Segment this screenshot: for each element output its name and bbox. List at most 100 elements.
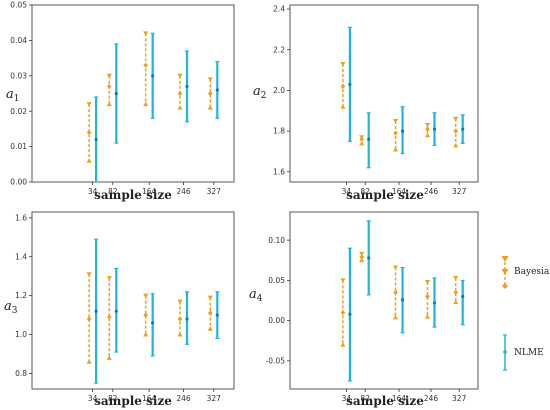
- x-tick-label: 82: [108, 394, 118, 403]
- bayesian-upper-marker: [340, 62, 346, 67]
- x-tick-label: 82: [360, 394, 370, 403]
- bayesian-mean-marker: [106, 83, 112, 90]
- y-tick-label: 1.2: [15, 291, 27, 300]
- bayesian-mean-marker: [340, 83, 346, 89]
- legend-bayesian-label: Bayesian: [514, 267, 550, 277]
- y-tick-label: 1.8: [273, 127, 285, 136]
- y-axis-label: a4: [249, 287, 263, 304]
- x-tick-label: 327: [452, 187, 467, 196]
- nlme-mean-marker: [215, 313, 219, 317]
- y-tick-label: 1.6: [273, 167, 285, 176]
- panel-4: -0.05 0.00 0.05 0.10 34 82 164 246 327 sample siz…: [249, 211, 479, 408]
- y-tick-label: -0.05: [266, 356, 286, 365]
- bayesian-upper-marker: [207, 77, 213, 82]
- y-axis-label: a1: [6, 87, 20, 104]
- legend: Bayesian NLME: [501, 256, 550, 371]
- y-tick-label: 0.05: [268, 276, 285, 285]
- bayesian-lower-marker: [340, 104, 346, 109]
- nlme-mean-marker: [461, 294, 465, 299]
- bayesian-lower-marker: [424, 314, 431, 319]
- panel-1: 0.00 0.01 0.02 0.03 0.04 0.05 34 82 164 246 327 sam…: [6, 1, 235, 202]
- bayesian-upper-marker: [359, 251, 365, 257]
- nlme-mean-marker: [367, 256, 371, 260]
- bayesian-upper-marker: [392, 118, 399, 124]
- nlme-mean-marker: [367, 137, 371, 141]
- bayesian-upper-marker: [207, 295, 213, 300]
- bayesian-lower-marker: [359, 257, 365, 263]
- bayesian-lower-marker: [424, 132, 431, 138]
- bayesian-mean-marker: [207, 90, 213, 97]
- y-tick-label: 1.6: [15, 213, 27, 222]
- x-tick-label: 246: [176, 187, 191, 196]
- bayesian-lower-marker: [392, 314, 399, 320]
- bayesian-lower-marker: [340, 342, 346, 347]
- y-axis-label: a2: [253, 84, 267, 101]
- panel-2: 1.6 1.8 2.0 2.2 2.4 34 82 164 246 327 sample size a…: [253, 4, 479, 202]
- nlme-mean-marker: [151, 321, 155, 325]
- bayesian-mean-marker: [425, 293, 430, 300]
- bayesian-lower-marker: [359, 140, 365, 146]
- bayesian-lower-marker: [207, 326, 213, 331]
- bayesian-mean-marker: [453, 289, 459, 296]
- nlme-mean-marker: [185, 317, 189, 321]
- panel-frame: [289, 4, 479, 183]
- y-tick-label: 0.04: [10, 36, 27, 45]
- panel-frame: [31, 211, 235, 390]
- bayesian-mean-marker: [86, 316, 92, 322]
- bayesian-upper-marker: [106, 73, 112, 79]
- x-tick-label: 34: [342, 394, 352, 403]
- bayesian-mean-marker: [106, 314, 112, 320]
- bayesian-lower-marker: [453, 299, 459, 305]
- bayesian-mean-marker: [359, 136, 365, 142]
- bayesian-upper-marker: [106, 276, 112, 281]
- legend-nlme-label: NLME: [514, 348, 544, 358]
- nlme-mean-marker: [185, 84, 189, 89]
- y-tick-label: 0.02: [10, 107, 27, 116]
- x-tick-label: 34: [342, 187, 352, 196]
- bayesian-mean-marker: [143, 62, 149, 68]
- y-tick-label: 0.00: [268, 316, 285, 325]
- x-tick-label: 327: [452, 394, 467, 403]
- panel-frame: [31, 4, 235, 183]
- bayesian-mean-marker: [177, 90, 183, 97]
- nlme-mean-marker: [432, 127, 437, 131]
- nlme-mean-marker: [400, 129, 405, 133]
- nlme-mean-marker: [348, 82, 352, 86]
- nlme-mean-marker: [94, 309, 98, 313]
- bayesian-upper-marker: [453, 275, 459, 281]
- y-axis-label: a3: [4, 299, 18, 316]
- bayesian-lower-marker: [453, 142, 459, 148]
- y-tick-label: 0.00: [10, 178, 27, 187]
- bayesian-upper-marker: [453, 116, 459, 122]
- y-axis-label-base: a: [253, 84, 261, 99]
- y-tick-label: 1.4: [15, 252, 27, 261]
- x-tick-label: 34: [88, 394, 98, 403]
- y-tick-label: 0.05: [10, 1, 27, 10]
- x-tick-label: 164: [142, 187, 157, 196]
- x-tick-label: 82: [360, 187, 370, 196]
- bayesian-upper-marker: [177, 299, 183, 304]
- y-axis-label-sub: 3: [12, 306, 18, 316]
- bayesian-upper-marker: [392, 265, 399, 270]
- nlme-mean-marker: [348, 312, 352, 316]
- y-tick-label: 1.0: [15, 330, 27, 339]
- bayesian-mean-marker: [425, 126, 430, 132]
- bayesian-upper-marker: [177, 73, 183, 79]
- bayesian-upper-marker: [143, 293, 149, 299]
- bayesian-mean-marker: [143, 312, 149, 318]
- bayesian-upper-marker: [86, 102, 92, 107]
- bayesian-lower-marker: [207, 105, 213, 110]
- nlme-mean-marker: [215, 88, 219, 92]
- y-tick-label: 2.2: [273, 45, 285, 54]
- y-tick-label: 2.4: [273, 5, 285, 14]
- bayesian-upper-marker: [424, 279, 431, 285]
- nlme-mean-marker: [151, 74, 155, 78]
- x-tick-label: 327: [207, 394, 222, 403]
- nlme-mean-marker: [114, 91, 118, 96]
- bayesian-upper-marker: [424, 123, 431, 128]
- x-tick-label: 34: [88, 187, 98, 196]
- panel-frame: [289, 211, 479, 390]
- x-tick-label: 164: [392, 187, 407, 196]
- x-tick-label: 164: [392, 394, 407, 403]
